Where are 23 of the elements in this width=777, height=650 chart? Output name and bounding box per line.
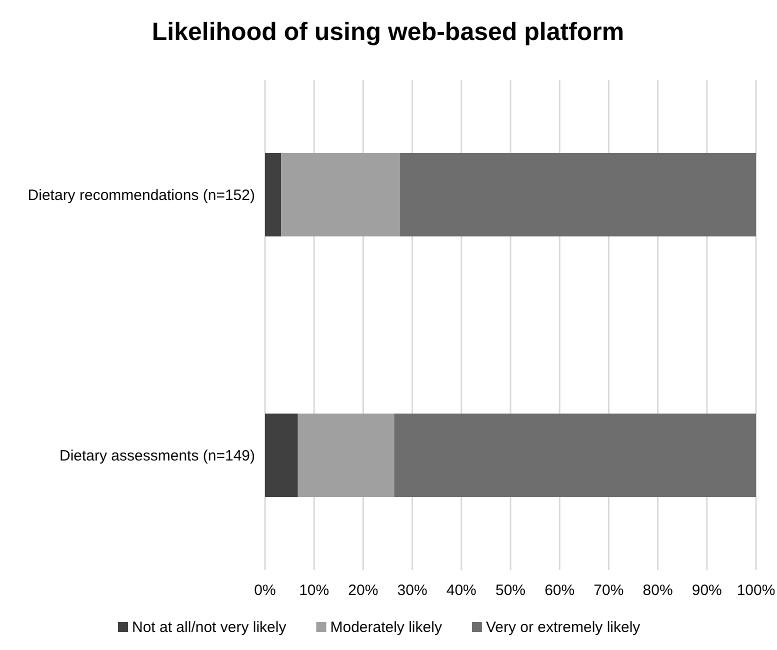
- legend-label: Very or extremely likely: [486, 619, 641, 636]
- bar: [394, 414, 756, 498]
- bar: [298, 414, 394, 498]
- x-tick-label: 100%: [736, 582, 776, 599]
- x-tick-label: 20%: [348, 582, 378, 599]
- y-tick-label: Dietary assessments (n=149): [60, 448, 256, 465]
- bar: [265, 152, 282, 236]
- x-tick-label: 60%: [544, 582, 575, 599]
- legend-label: Not at all/not very likely: [132, 619, 287, 636]
- bar: [281, 152, 400, 236]
- bar: [265, 414, 298, 498]
- x-tick-label: 30%: [397, 582, 428, 599]
- chart-title: Likelihood of using web-based platform: [152, 18, 624, 46]
- bar: [400, 152, 756, 236]
- y-tick-label: Dietary recommendations (n=152): [28, 186, 255, 204]
- x-tick-label: 10%: [299, 582, 330, 599]
- x-tick-label: 50%: [495, 582, 526, 599]
- x-tick-label: 40%: [446, 582, 476, 599]
- legend-label: Moderately likely: [330, 619, 442, 636]
- x-tick-label: 70%: [594, 582, 624, 599]
- x-tick-label: 0%: [254, 582, 276, 599]
- x-tick-label: 80%: [642, 582, 673, 599]
- x-tick-label: 90%: [692, 582, 722, 599]
